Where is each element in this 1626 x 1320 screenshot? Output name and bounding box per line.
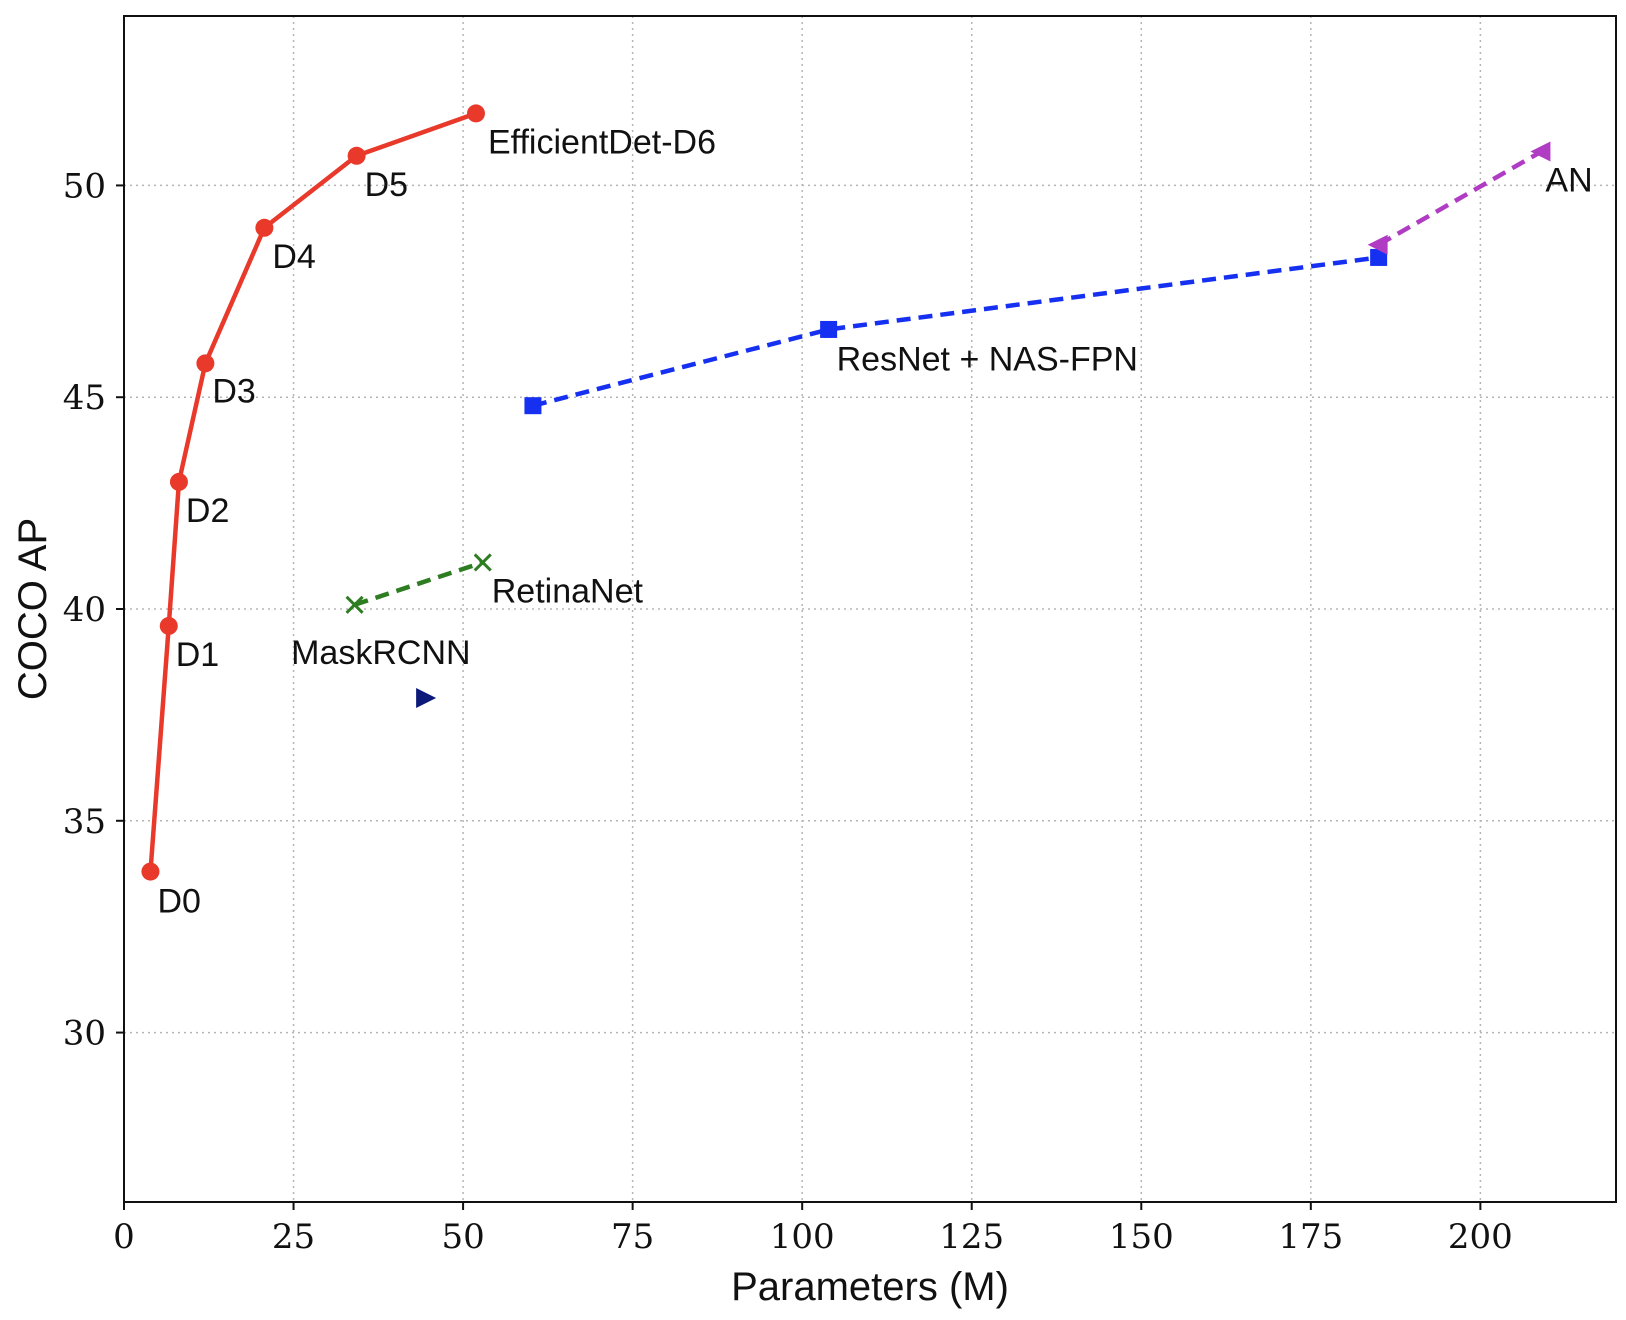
data-point-efficientdet (196, 354, 215, 373)
data-point-efficientdet (159, 616, 178, 635)
x-tick-label: 25 (272, 1217, 315, 1257)
data-point-resnet-nas-fpn (1370, 248, 1388, 266)
data-series (141, 104, 1551, 881)
series-resnet-nas-fpn (524, 248, 1388, 415)
series-maskrcnn (416, 687, 437, 708)
y-axis-label: COCO AP (11, 518, 55, 700)
y-tick-label: 45 (63, 378, 106, 418)
series-an (1367, 141, 1551, 255)
point-label: D1 (176, 636, 219, 674)
x-tick-label: 200 (1448, 1217, 1513, 1257)
data-point-retinanet (345, 595, 364, 614)
data-point-retinanet (473, 553, 492, 572)
point-label: D5 (365, 166, 408, 204)
x-tick-label: 50 (441, 1217, 484, 1257)
point-label: MaskRCNN (291, 634, 470, 672)
data-point-efficientdet (141, 862, 160, 881)
point-label: D4 (272, 238, 315, 276)
y-tick-label: 50 (63, 166, 106, 206)
x-tick-label: 100 (770, 1217, 835, 1257)
grid-lines (124, 16, 1616, 1202)
x-tick-label: 75 (611, 1217, 654, 1257)
y-tick-label: 30 (63, 1014, 106, 1054)
point-labels: D0 D1 D2 D3 D4 D5 EfficientDet-D6 ResNet + NAS-… (157, 123, 1592, 920)
point-label: D2 (186, 492, 229, 530)
series-line-retinanet (353, 560, 484, 607)
x-tick-label: 175 (1278, 1217, 1343, 1257)
axis-ticks: 0 25 50 75 100 125 150 175 200 30 35 40 45 50 (63, 166, 1513, 1257)
point-label: RetinaNet (492, 572, 644, 610)
y-tick-label: 40 (63, 590, 106, 630)
point-label: EfficientDet-D6 (488, 123, 716, 161)
y-tick-label: 35 (63, 802, 106, 842)
x-tick-label: 150 (1109, 1217, 1174, 1257)
series-line-resnet-nas-fpn (532, 255, 1379, 408)
point-label: ResNet + NAS-FPN (837, 340, 1138, 378)
data-point-resnet-nas-fpn (524, 397, 542, 415)
series-efficientdet (141, 104, 485, 881)
x-axis-label: Parameters (M) (731, 1265, 1009, 1309)
data-point-efficientdet (347, 146, 366, 165)
series-line-an (1377, 149, 1543, 247)
series-retinanet (345, 553, 492, 614)
point-label: D0 (157, 883, 200, 921)
data-point-efficientdet (169, 472, 188, 491)
x-tick-label: 0 (113, 1217, 135, 1257)
data-point-retinanet-stroke-b (473, 553, 492, 572)
point-label: D3 (212, 372, 255, 410)
data-point-an (1367, 234, 1388, 255)
point-label: AN (1545, 162, 1592, 200)
data-point-efficientdet (466, 104, 485, 123)
x-tick-label: 125 (939, 1217, 1004, 1257)
data-point-efficientdet (255, 218, 274, 237)
data-point-retinanet-stroke-b (345, 595, 364, 614)
data-point-maskrcnn (416, 687, 437, 708)
data-point-an (1530, 141, 1551, 162)
data-point-resnet-nas-fpn (820, 320, 838, 338)
